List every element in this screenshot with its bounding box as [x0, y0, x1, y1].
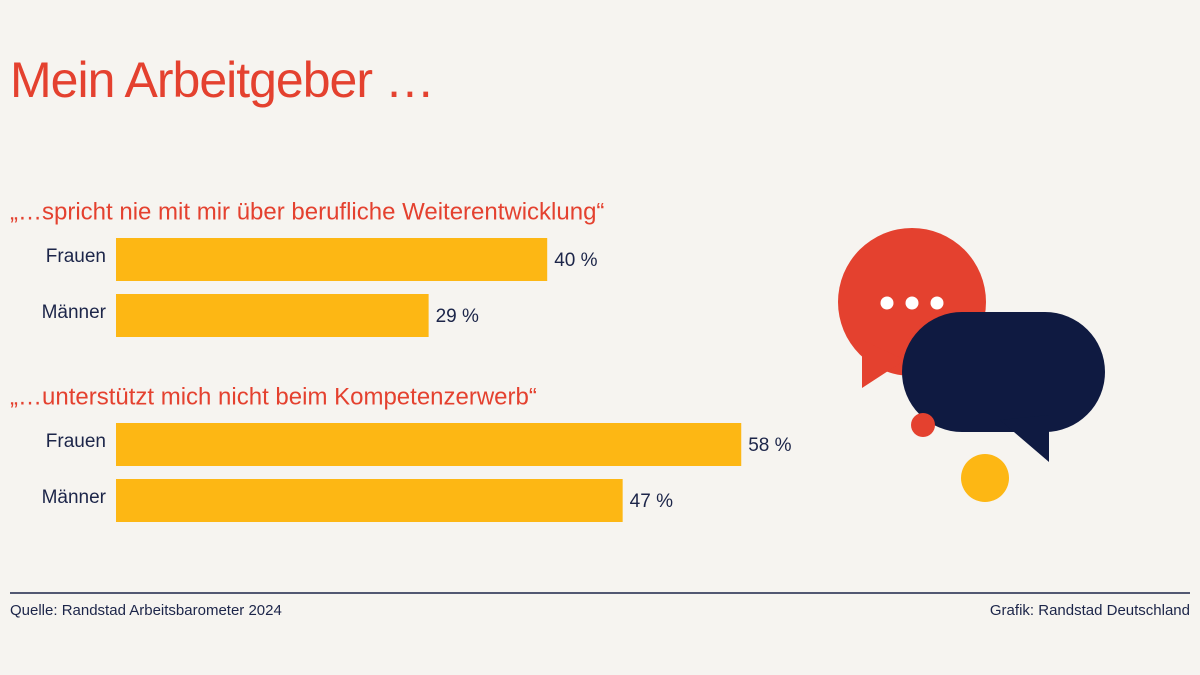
value-label: 29 %: [436, 306, 479, 327]
value-label: 47 %: [630, 491, 673, 512]
group-title: „…unterstützt mich nicht beim Kompetenze…: [10, 383, 537, 410]
value-label: 40 %: [554, 250, 597, 271]
category-label: Frauen: [46, 246, 106, 267]
bubble-tail: [862, 340, 905, 388]
category-label: Männer: [42, 302, 107, 323]
circle-yellow: [961, 454, 1009, 502]
bar: [116, 294, 429, 337]
category-label: Frauen: [46, 431, 106, 452]
source: Quelle: Randstad Arbeitsbarometer 2024: [10, 602, 282, 619]
bubble-tail: [1000, 415, 1049, 462]
category-label: Männer: [42, 487, 107, 508]
credit: Grafik: Randstad Deutschland: [990, 602, 1190, 619]
dot: [880, 296, 894, 310]
bubble-navy: [902, 312, 1105, 432]
group-title: „…spricht nie mit mir über berufliche We…: [10, 198, 604, 225]
value-label: 58 %: [748, 435, 791, 456]
dot: [930, 296, 944, 310]
bar: [116, 423, 742, 466]
circle-red: [911, 413, 935, 437]
bar: [116, 479, 623, 522]
page-title: Mein Arbeitgeber …: [10, 52, 434, 108]
dot: [905, 296, 919, 310]
illustration: [838, 228, 1105, 502]
bar: [116, 238, 548, 281]
